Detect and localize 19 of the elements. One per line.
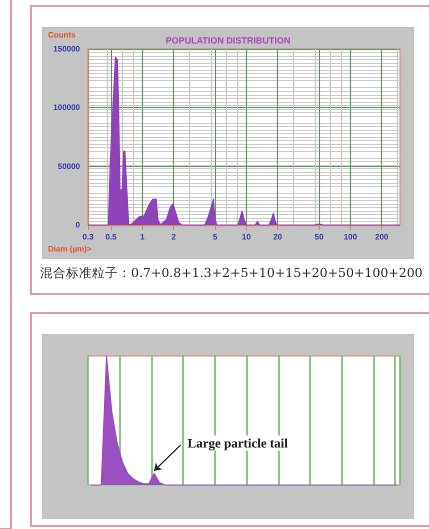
x-tick-label: 0.3: [82, 232, 94, 242]
x-axis-title: Diam (µm)>: [48, 244, 92, 254]
x-tick-label: 50: [314, 232, 324, 242]
x-tick-label: 20: [273, 232, 283, 242]
x-tick-label: 2: [171, 232, 176, 242]
y-axis-title: Counts: [48, 30, 76, 40]
x-tick-label: 0.5: [106, 232, 118, 242]
annotation: Large particle tail: [188, 436, 288, 451]
y-tick-label: 0: [76, 220, 81, 230]
x-tick-label: 1: [140, 232, 146, 242]
chart-title: POPULATION DISTRIBUTION: [166, 36, 290, 46]
y-tick-label: 150000: [53, 44, 81, 54]
x-tick-label: 5: [212, 232, 218, 242]
x-tick-label: 100: [344, 232, 358, 242]
y-tick-label: 50000: [58, 162, 81, 171]
y-tick-label: 100000: [53, 103, 81, 112]
x-tick-label: 10: [242, 232, 252, 242]
x-tick-label: 200: [375, 232, 389, 242]
text: 混合标准粒子：0.7+0.8+1.3+2+5+10+15+20+50+100+200: [40, 265, 423, 282]
